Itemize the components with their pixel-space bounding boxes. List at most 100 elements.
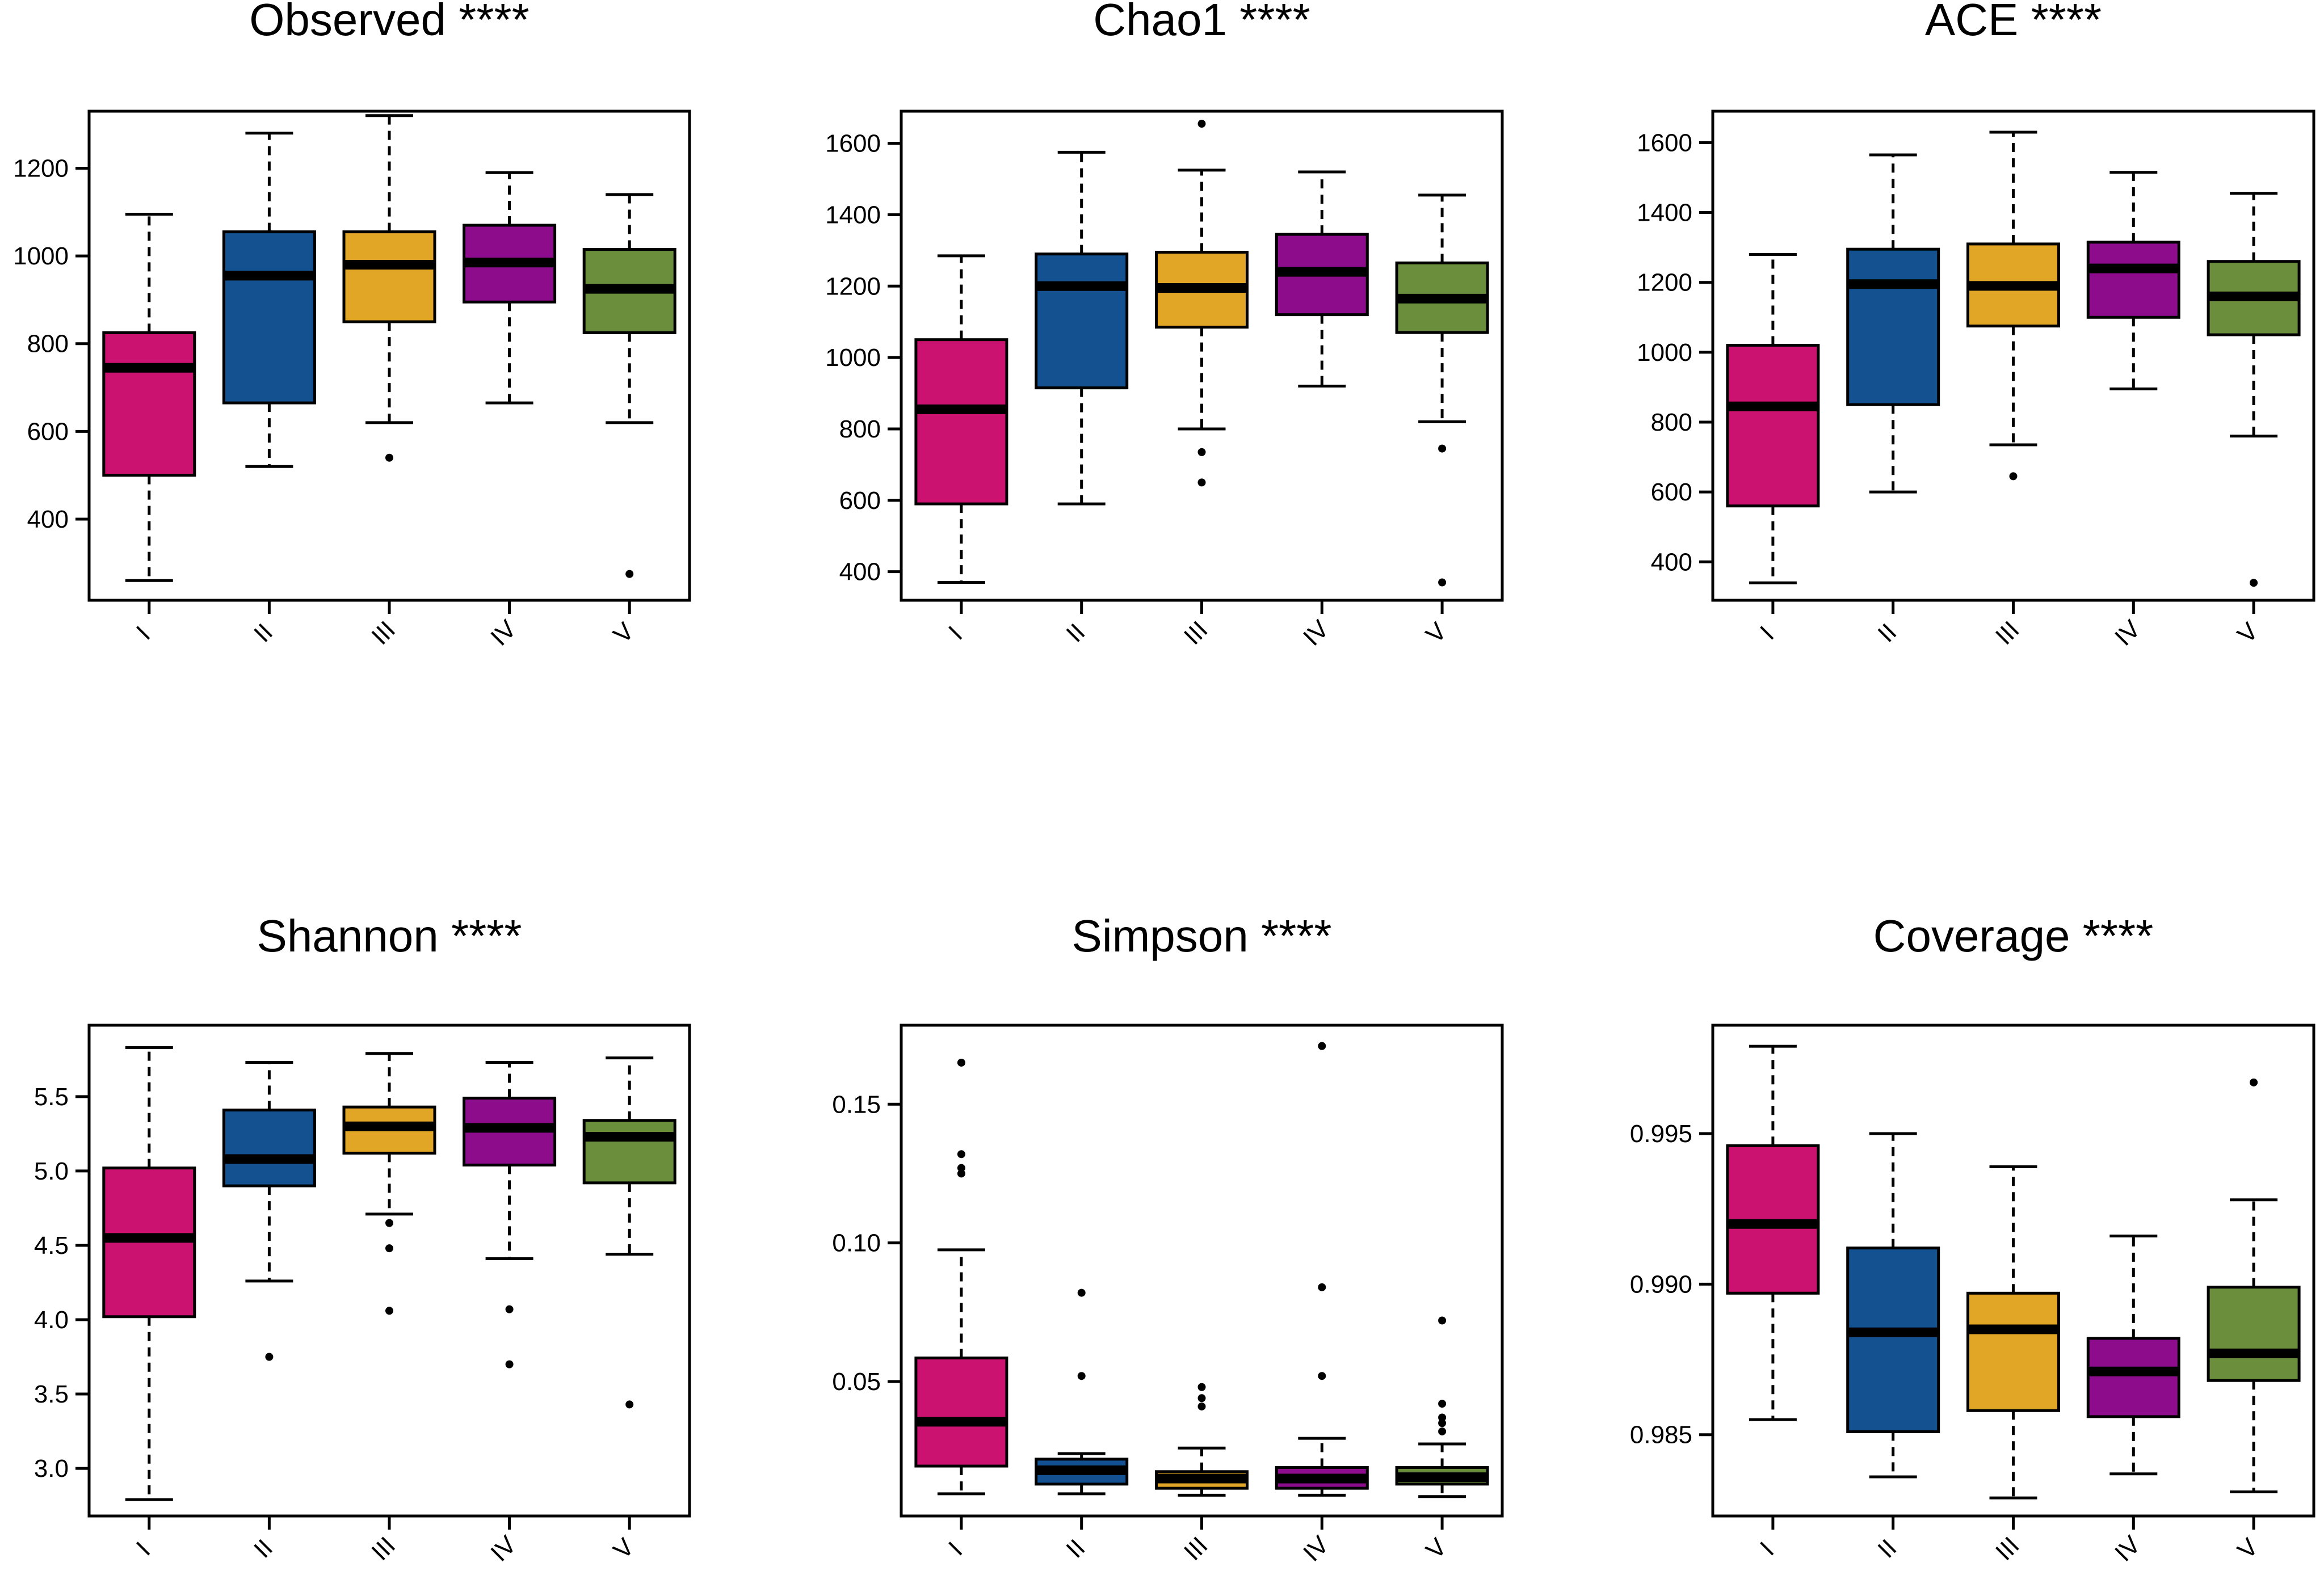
x-tick-label: IV (485, 1530, 522, 1567)
outlier-point (957, 1169, 965, 1178)
box-observed-iv (463, 171, 557, 405)
x-tick-label: I (943, 1536, 968, 1561)
outlier-point (1438, 1419, 1447, 1427)
iqr-box (1966, 1291, 2060, 1412)
outlier-point (1197, 1394, 1206, 1403)
outlier-point (1077, 1372, 1086, 1380)
x-tick-label: V (608, 617, 640, 649)
chart-title: Coverage **** (1873, 911, 2154, 961)
box-shannon-iii (342, 1052, 436, 1315)
x-tick-label: I (131, 621, 156, 645)
outlier-point (1077, 1288, 1086, 1297)
box-observed-v (582, 193, 676, 578)
y-tick-label: 1200 (1637, 269, 1692, 297)
iqr-box (914, 338, 1008, 506)
x-tick-label: III (1990, 1531, 2025, 1566)
iqr-box (102, 331, 196, 477)
x-tick-label: I (943, 621, 968, 645)
y-tick-label: 5.5 (34, 1083, 69, 1111)
x-tick-label: IV (485, 614, 522, 651)
box-chao1-iv (1275, 170, 1369, 388)
y-tick-label: 0.995 (1630, 1120, 1692, 1148)
box-coverage-v (2207, 1078, 2301, 1494)
plot-frame (87, 110, 691, 602)
chart-title: Shannon **** (257, 911, 522, 961)
box-ace-iii (1966, 130, 2060, 481)
x-tick-label: V (1421, 617, 1452, 649)
outlier-point (385, 1307, 393, 1315)
y-tick-label: 5.0 (34, 1157, 69, 1185)
y-tick-label: 1200 (13, 155, 69, 183)
iqr-box (342, 230, 436, 323)
x-tick-label: II (1872, 1534, 1902, 1564)
x-tick-label: III (1179, 616, 1213, 650)
outlier-point (1318, 1283, 1326, 1291)
outlier-point (1438, 1413, 1447, 1422)
x-tick-label: V (608, 1533, 640, 1565)
x-tick-label: IV (2109, 614, 2146, 651)
box-coverage-iii (1966, 1165, 2060, 1500)
y-tick-label: 1000 (825, 344, 881, 372)
y-tick-label: 600 (839, 487, 881, 515)
y-tick-label: 800 (27, 330, 69, 358)
box-chao1-iii (1155, 120, 1249, 487)
outlier-point (1438, 1427, 1447, 1435)
y-tick-label: 1400 (1637, 199, 1692, 227)
x-tick-label: III (366, 1531, 401, 1566)
outlier-point (385, 1244, 393, 1253)
box-coverage-iv (2086, 1234, 2180, 1476)
x-tick-label: III (1179, 1531, 1213, 1566)
box-chao1-ii (1035, 150, 1129, 506)
x-tick-label: II (1872, 618, 1902, 648)
y-tick-label: 1400 (825, 201, 881, 229)
y-tick-label: 3.0 (34, 1455, 69, 1483)
iqr-box (1846, 1246, 1940, 1433)
outlier-point (1438, 1400, 1447, 1408)
outlier-point (1318, 1372, 1326, 1380)
x-tick-label: V (2232, 617, 2264, 649)
y-tick-label: 400 (839, 558, 881, 586)
outlier-point (1197, 1383, 1206, 1391)
plot-frame (87, 1024, 691, 1518)
box-simpson-i (914, 1058, 1008, 1496)
box-coverage-i (1726, 1045, 1820, 1421)
y-tick-label: 800 (1651, 409, 1692, 436)
plot-frame (1711, 1024, 2315, 1518)
x-tick-label: IV (2109, 1530, 2146, 1567)
outlier-point (957, 1058, 965, 1067)
x-tick-label: III (366, 616, 401, 650)
iqr-box (222, 230, 316, 405)
iqr-box (1035, 252, 1129, 390)
chart-title: Chao1 **** (1093, 0, 1310, 45)
y-tick-label: 0.985 (1630, 1421, 1692, 1449)
box-shannon-i (102, 1046, 196, 1501)
panel-shannon: Shannon ****3.03.54.04.55.05.5I II III IV V (34, 911, 691, 1567)
box-ace-iv (2086, 171, 2180, 390)
iqr-box (2086, 1337, 2180, 1418)
iqr-box (1846, 247, 1940, 406)
box-shannon-ii (222, 1061, 316, 1361)
outlier-point (505, 1360, 514, 1368)
box-observed-ii (222, 132, 316, 468)
x-tick-label: II (1061, 1534, 1090, 1564)
iqr-box (2207, 1286, 2301, 1382)
y-tick-label: 1000 (13, 242, 69, 270)
y-tick-label: 1200 (825, 272, 881, 300)
box-simpson-iii (1155, 1383, 1249, 1497)
x-tick-label: II (249, 618, 278, 648)
iqr-box (914, 1356, 1008, 1468)
outlier-point (1438, 444, 1447, 453)
x-tick-label: I (1755, 1536, 1779, 1561)
outlier-point (957, 1164, 965, 1172)
y-tick-label: 800 (839, 415, 881, 443)
x-tick-label: IV (1298, 1530, 1335, 1567)
x-tick-label: I (131, 1536, 156, 1561)
outlier-point (1438, 578, 1447, 587)
outlier-point (1197, 120, 1206, 128)
box-observed-i (102, 213, 196, 582)
outlier-point (1197, 1402, 1206, 1410)
panel-simpson: Simpson ****0.050.100.15I II III IV V (832, 911, 1504, 1567)
y-tick-label: 400 (27, 506, 69, 533)
